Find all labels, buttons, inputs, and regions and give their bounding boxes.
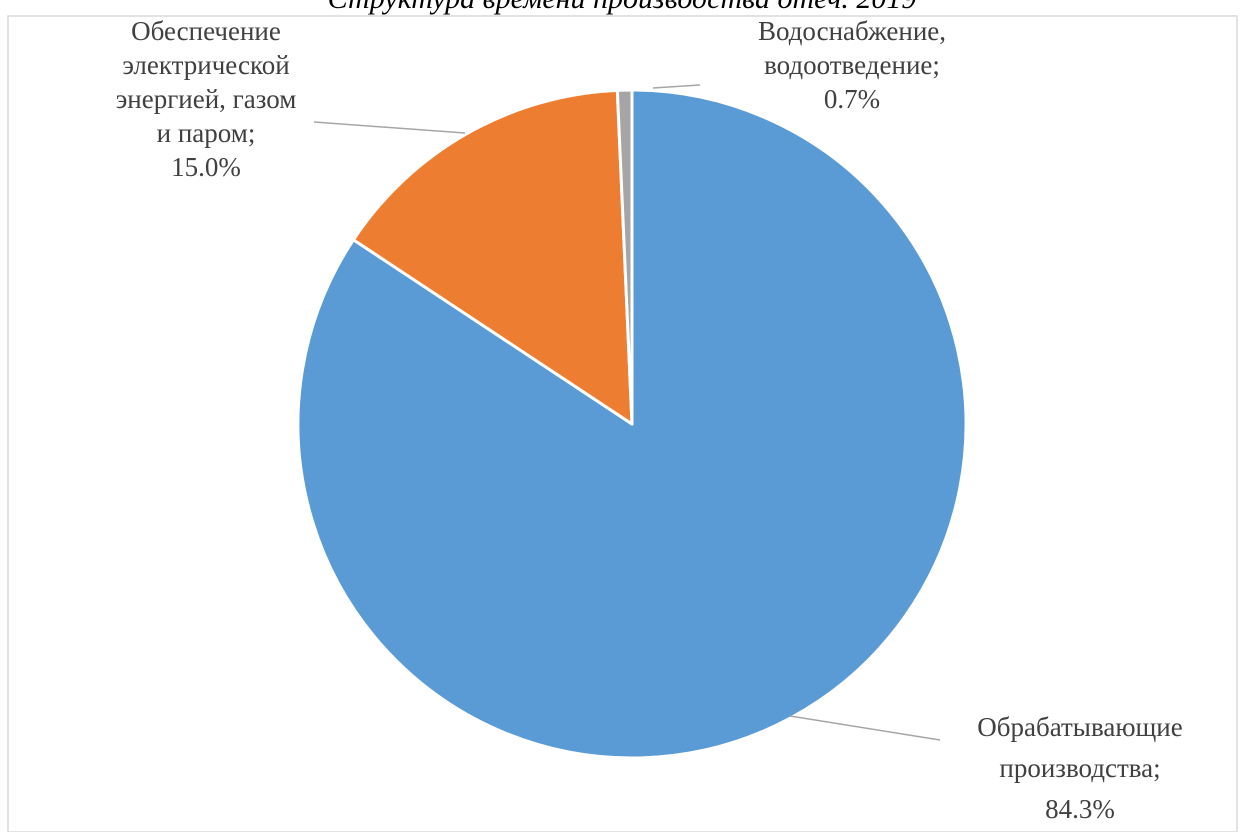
data-label-water: Водоснабжение, водоотведение; 0.7% xyxy=(758,16,946,114)
data-label-line: энергией, газом xyxy=(116,84,297,114)
data-label-line: 15.0% xyxy=(171,152,241,182)
data-label-line: 84.3% xyxy=(1045,794,1115,824)
pie-slice-water xyxy=(615,88,634,426)
leader-lines xyxy=(313,84,941,741)
data-label-line: водоотведение; xyxy=(764,50,940,80)
data-label-line: производства; xyxy=(999,753,1160,783)
data-label-line: Обрабатывающие xyxy=(977,712,1182,742)
data-label-manufacturing: Обрабатывающие производства; 84.3% xyxy=(977,712,1182,824)
pie-slice-manufacturing xyxy=(296,88,968,760)
data-label-energy: Обеспечение электрической энергией, газом и… xyxy=(116,16,297,182)
chart-title: Структура времени производства отеч. 201… xyxy=(328,0,917,15)
data-label-line: 0.7% xyxy=(824,84,880,114)
leader-line-energy xyxy=(313,121,466,134)
data-label-line: Обеспечение xyxy=(131,16,281,46)
pie-slice-energy xyxy=(351,88,634,426)
data-labels: Обрабатывающие производства; 84.3% Обеспече… xyxy=(116,16,1183,824)
data-label-line: Водоснабжение, xyxy=(758,16,946,46)
data-label-line: электрической xyxy=(122,50,289,80)
pie-slices xyxy=(296,88,968,760)
data-label-line: и паром; xyxy=(157,118,256,148)
leader-line-manufacturing xyxy=(789,715,941,741)
leader-line-water xyxy=(652,84,701,89)
